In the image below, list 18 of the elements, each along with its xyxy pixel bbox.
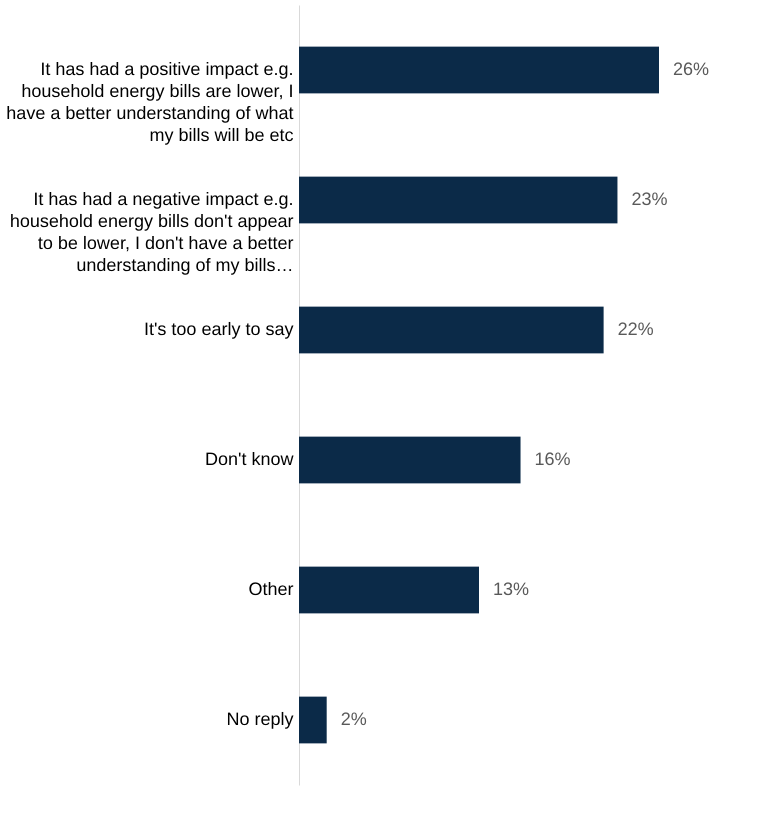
data-label: 23% <box>631 189 668 209</box>
y-tick-label: It has had a positive impact e.g. household energy bills are lower, I have a better understanding of what my bills will be etc <box>6 59 294 145</box>
y-tick-label: No reply <box>226 709 294 729</box>
data-label: 26% <box>673 59 710 79</box>
data-label: 13% <box>493 579 530 599</box>
data-label: 22% <box>618 319 654 339</box>
bar <box>299 566 479 614</box>
y-tick-label: Other <box>248 579 294 599</box>
bar <box>299 46 659 94</box>
bar <box>299 306 604 354</box>
y-tick-label: It's too early to say <box>144 319 294 339</box>
bar <box>299 176 618 224</box>
y-tick-label: Don't know <box>205 449 294 469</box>
data-label: 16% <box>534 449 571 469</box>
bar <box>299 696 327 744</box>
y-tick-label: It has had a negative impact e.g. household energy bills don't appear to be lower, I don't have a better understanding of my bills… <box>10 189 294 275</box>
bar <box>299 436 521 484</box>
data-label: 2% <box>340 709 367 729</box>
